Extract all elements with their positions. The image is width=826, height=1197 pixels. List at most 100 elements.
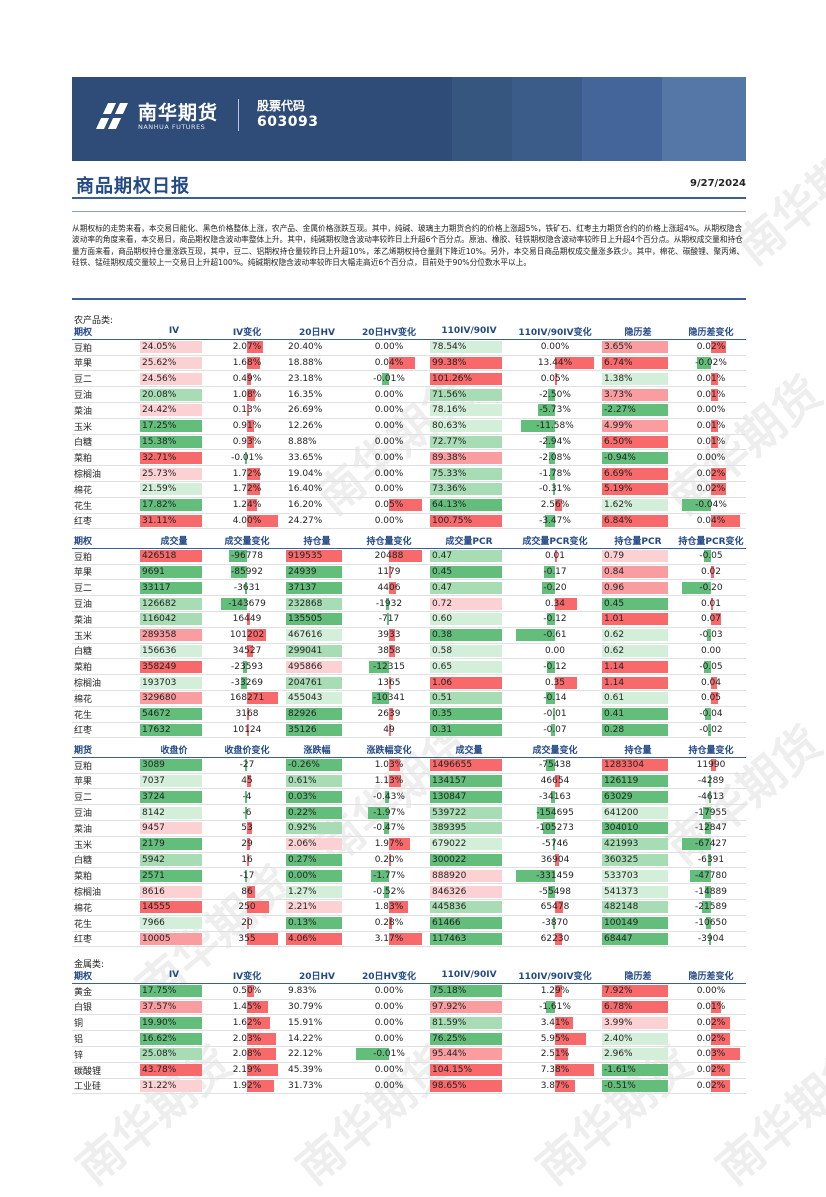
table-cell: 156636 (138, 643, 210, 660)
cell-value: -34163 (539, 791, 571, 802)
heat-fill (602, 1000, 668, 1013)
table-cell: -0.07 (510, 722, 600, 739)
cell-value: 100.75% (432, 515, 473, 526)
data-bar (245, 869, 247, 882)
table-cell: 168271 (210, 690, 284, 707)
cell-value: 0.22% (288, 807, 317, 818)
table-cell: 0.62 (600, 627, 676, 644)
row-label: 白银 (72, 999, 138, 1016)
heat-fill (602, 404, 668, 417)
cell-value: 0.00% (374, 342, 404, 353)
data-bar (546, 759, 555, 772)
heat-fill (140, 388, 202, 401)
cell-value: 0.28% (374, 918, 404, 929)
cell-value: 31.22% (142, 1080, 177, 1091)
table-row: 菜粕 358249 -23593 495866 -12315 0.65 -0.12 1.14 -… (72, 658, 746, 676)
cell-value: -55498 (539, 886, 571, 897)
cell-value: 0.79 (604, 551, 625, 562)
cell-value: 17.82% (142, 500, 177, 511)
table-cell: 0.05% (350, 497, 428, 514)
table-cell: 81.59% (428, 1014, 510, 1032)
heat-fill (602, 356, 668, 369)
heat-fill (602, 550, 668, 563)
agri-iv-table: 期权 IV IV变化 20日HV 20日HV变化 110IV/90IV 110IV/90IV… (72, 324, 746, 530)
cell-value: 16 (241, 854, 253, 865)
cell-value: 17.75% (142, 986, 177, 997)
heat-fill (602, 692, 668, 705)
cell-value: -105273 (536, 823, 574, 834)
heat-fill (430, 404, 502, 417)
table-row: 白糖 15.38% 0.93% 8.88% 0.00% 72.77% -2.94% 6.50%… (72, 434, 746, 451)
data-bar (555, 1032, 587, 1045)
table-cell: 888920 (428, 867, 510, 885)
table-cell: -0.14 (510, 690, 600, 707)
table-cell: -14889 (676, 883, 746, 900)
table-cell: 34527 (210, 643, 284, 660)
data-bar (384, 822, 389, 835)
cell-value: 168271 (229, 693, 265, 704)
cell-value: 533703 (604, 870, 639, 881)
table-cell: -0.17 (510, 564, 600, 581)
table-cell: 2.96% (600, 1046, 676, 1063)
data-bar (384, 790, 389, 803)
table-cell: 2179 (138, 836, 210, 853)
table-header-row: 期货 收盘价 收盘价变化 涨跌幅 涨跌幅变化 成交量 成交量变化 持仓量 持仓量变化 (72, 742, 746, 758)
data-bar (709, 932, 711, 945)
cell-value: 20.08% (142, 389, 177, 400)
table-cell: 329680 (138, 690, 210, 707)
table-cell: -17955 (676, 804, 746, 821)
heat-fill (602, 467, 668, 480)
table-cell: 679022 (428, 836, 510, 853)
table-cell: 126682 (138, 595, 210, 612)
cell-value: 2571 (142, 870, 165, 881)
table-cell: 24.27% (284, 513, 350, 530)
data-bar (550, 723, 555, 736)
row-label: 豆粕 (72, 548, 138, 565)
table-cell: 250 (210, 899, 284, 916)
data-bar (247, 985, 255, 998)
cell-value: 0.04% (696, 515, 726, 526)
data-bar (369, 660, 389, 673)
cell-value: 0.03% (696, 1049, 726, 1060)
cell-value: 0.93% (232, 436, 262, 447)
table-row: 工业硅 31.22% 1.92% 31.73% 0.00% 98.65% 3.87% -0.5… (72, 1078, 746, 1095)
data-bar (538, 404, 555, 417)
cell-value: 888920 (432, 870, 467, 881)
cell-value: -75438 (539, 760, 571, 771)
metal-iv-table: 期权 IV IV变化 20日HV 20日HV变化 110IV/90IV 110IV/90IV… (72, 968, 746, 1095)
heat-fill (602, 932, 668, 945)
table-cell: -0.26% (284, 757, 350, 774)
row-label: 白糖 (72, 434, 138, 451)
heat-fill (140, 790, 202, 803)
cell-value: 6.84% (604, 515, 633, 526)
table-cell: -47780 (676, 867, 746, 885)
table-cell: 13.44% (510, 355, 600, 372)
cell-value: 421993 (604, 839, 639, 850)
table-cell: 17632 (138, 722, 210, 739)
heat-fill (140, 1032, 202, 1045)
table-cell: 919535 (284, 548, 350, 565)
cell-value: 204761 (288, 677, 323, 688)
table-cell: -17 (210, 867, 284, 885)
data-bar (368, 806, 389, 819)
table-cell: 0.00% (284, 867, 350, 885)
table-cell: 33.65% (284, 449, 350, 467)
table-cell: 32.71% (138, 449, 210, 467)
table-row: 豆二 33117 -3631 37137 4406 0.47 -0.20 0.96 -0.20 (72, 579, 746, 597)
heat-fill (286, 629, 342, 642)
table-cell: 641200 (600, 804, 676, 821)
cell-value: -5746 (541, 839, 569, 850)
heat-fill (140, 806, 202, 819)
cell-value: 10005 (142, 933, 171, 944)
heat-fill (602, 597, 668, 610)
heat-fill (286, 822, 342, 835)
cell-value: 15.38% (142, 436, 177, 447)
cell-value: 4.00% (232, 515, 262, 526)
table-row: 红枣 17632 10124 35126 49 0.31 -0.07 0.28 -0.02 (72, 722, 746, 739)
heat-fill (430, 420, 502, 433)
row-label: 豆二 (72, 370, 138, 388)
summary-paragraph: 从期权标的走势来看，本交易日能化、黑色价格整体上涨，农产品、金属价格涨跌互现。其… (72, 224, 745, 267)
cell-value: 3.99% (604, 1017, 633, 1028)
data-bar (711, 1032, 731, 1045)
cell-value: 11990 (696, 760, 726, 771)
